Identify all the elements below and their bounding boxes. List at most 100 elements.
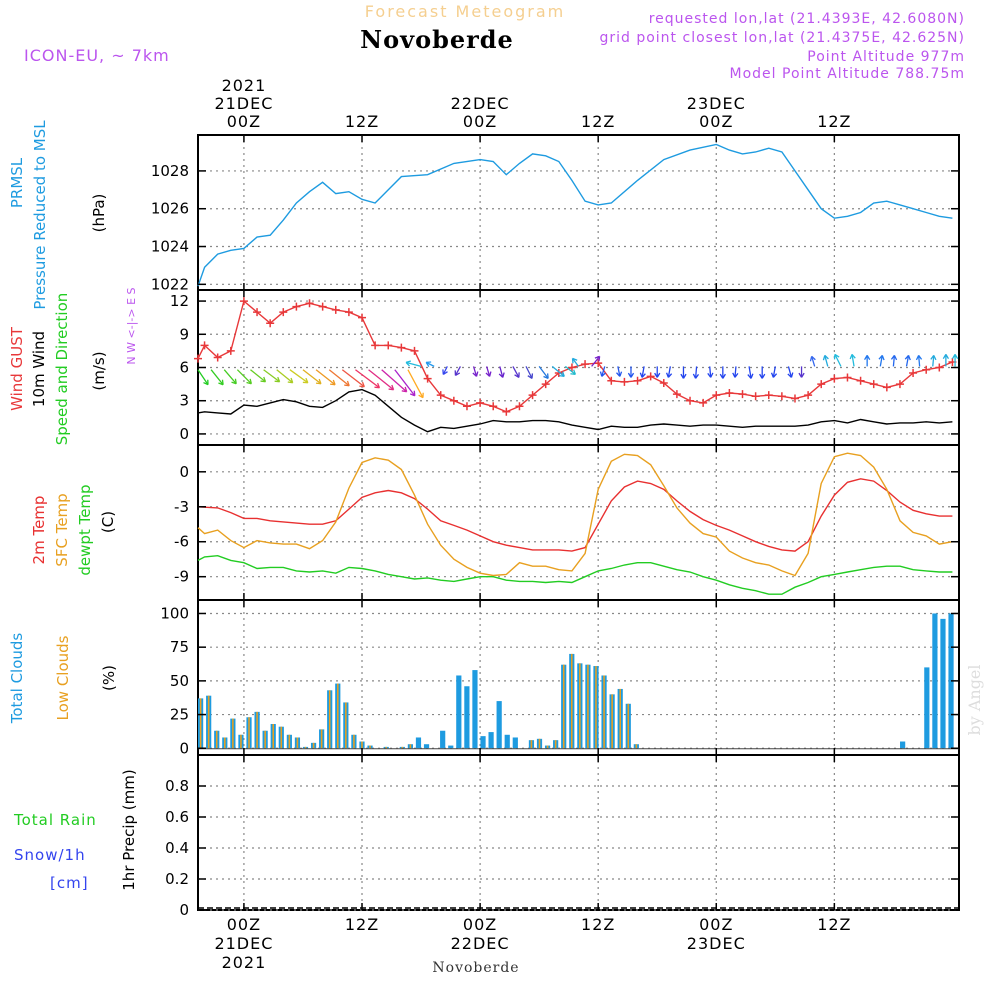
wind-vector-head — [287, 377, 294, 384]
total-rain-label: Total Rain — [13, 811, 97, 829]
low-cloud-bar — [248, 717, 250, 749]
pressure-labels: PRMSL Pressure Reduced to MSL (hPa) — [8, 120, 108, 310]
wind-vector-arrow — [538, 366, 549, 379]
wind-gust-marker — [633, 376, 642, 385]
total-cloud-bar — [924, 667, 930, 749]
total-cloud-bar — [472, 670, 478, 749]
wind-vector-head — [809, 355, 816, 362]
wind-speed-direction-label: Speed and Direction — [53, 293, 71, 446]
grid-layer — [198, 135, 959, 911]
wind-vector-arrow — [250, 369, 266, 383]
low-cloud-bar — [336, 683, 339, 749]
wind-gust-marker — [646, 372, 655, 381]
temp-sfc-line — [197, 452, 953, 577]
wind-vector-arrow — [641, 366, 645, 378]
time-label-top: 21DEC — [214, 94, 273, 113]
watermark: by Angel — [965, 664, 984, 735]
total-cloud-bar — [900, 741, 906, 749]
temp-unit-label: (C) — [99, 511, 117, 533]
wind-vector-arrow — [851, 354, 855, 367]
low-cloud-bar — [345, 702, 347, 749]
wind-vector-head — [559, 371, 565, 378]
wind-vector-head — [616, 371, 623, 377]
wind-vector-arrow — [811, 356, 816, 367]
pressure-line — [197, 143, 953, 287]
wind-vector-head — [833, 353, 840, 360]
time-label-bottom: 12Z — [581, 915, 615, 934]
wind-vector-arrow — [394, 369, 416, 397]
wind-gust-marker — [882, 383, 891, 392]
time-label-top: 12Z — [581, 112, 615, 131]
wind-vector-arrow — [551, 365, 565, 377]
low-cloud-bar — [562, 664, 565, 749]
wind-vector-head — [732, 372, 739, 378]
wind-vector-head — [719, 373, 726, 379]
value-tick-label: 1022 — [151, 275, 189, 293]
total-cloud-bar — [456, 675, 462, 749]
time-label-bottom: 21DEC — [214, 934, 273, 953]
wind-gust-marker — [659, 379, 668, 387]
value-tick-label: 0.4 — [165, 839, 189, 857]
wind-vector-head — [759, 373, 766, 379]
point-altitude: Point Altitude 977m — [807, 49, 965, 65]
wind-gust-marker — [581, 360, 590, 369]
wind-vector-head — [599, 371, 606, 377]
wind-vector-head — [425, 361, 432, 367]
low-cloud-bar — [272, 724, 275, 749]
axis-layer: 202121DEC00Z00Z21DEC202112Z12Z22DEC00Z00… — [151, 76, 959, 972]
wind-vector-arrow — [263, 369, 280, 383]
wind-vector-arrow — [236, 369, 252, 385]
wind-vector-head — [594, 355, 601, 362]
low-cloud-bar — [296, 737, 299, 749]
time-label-top: 22DEC — [451, 94, 510, 113]
value-tick-label: 0 — [179, 901, 189, 919]
cloud-unit-label: (%) — [100, 665, 118, 691]
pressure-panel — [197, 134, 960, 291]
time-label-top: 12Z — [817, 112, 851, 131]
wind-vector-head — [359, 381, 365, 388]
total-cloud-bar — [488, 732, 494, 749]
wind-10m-label: 10m Wind — [30, 331, 48, 407]
wind-vector-arrow — [223, 369, 237, 385]
wind-vector-head — [639, 372, 646, 378]
value-tick-label: 0 — [179, 739, 189, 757]
low-cloud-bar — [304, 746, 307, 749]
wind-gust-marker — [200, 341, 209, 350]
wind-gust-marker — [699, 398, 708, 407]
value-tick-label: 1026 — [151, 200, 189, 218]
wind-vector-arrow — [617, 366, 621, 377]
wind-gust-marker — [462, 402, 471, 411]
wind-vector-head — [627, 372, 635, 378]
wind-vector-head — [388, 384, 395, 391]
wind-vector-arrow — [905, 355, 910, 367]
value-tick-label: -9 — [174, 568, 189, 586]
total-cloud-bar — [464, 686, 470, 749]
wind-gust-marker — [790, 394, 799, 403]
total-cloud-bar — [512, 737, 518, 749]
wind-vector-head — [344, 380, 350, 387]
time-label-top: 2021 — [222, 76, 267, 95]
wind-vector-arrow — [302, 369, 322, 385]
low-cloud-bar — [199, 698, 202, 749]
wind-gust-marker — [423, 374, 432, 383]
wind-vector-head — [849, 353, 856, 360]
wind-vector-head — [942, 354, 950, 360]
wind-vector-arrow — [564, 365, 576, 375]
value-tick-label: -3 — [174, 498, 189, 516]
value-tick-label: 0 — [179, 425, 189, 443]
total-clouds-label: Total Clouds — [8, 633, 26, 725]
wind-vector-arrow — [355, 369, 380, 389]
wind-gust-marker — [777, 392, 786, 401]
wind-vector-arrow — [787, 366, 793, 378]
wind-vector-head — [878, 354, 885, 361]
time-label-bottom: 00Z — [463, 915, 497, 934]
wind-vector-head — [770, 372, 778, 378]
value-tick-label: 12 — [170, 292, 189, 310]
wind-gust-marker — [344, 308, 353, 317]
wind-vector-arrow — [472, 366, 478, 377]
low-clouds-label: Low Clouds — [54, 635, 72, 720]
wind-gust-marker — [830, 374, 839, 383]
wind-vector-head — [654, 372, 661, 378]
wind-gust-marker — [194, 354, 202, 363]
wind-vector-arrow — [381, 369, 408, 393]
